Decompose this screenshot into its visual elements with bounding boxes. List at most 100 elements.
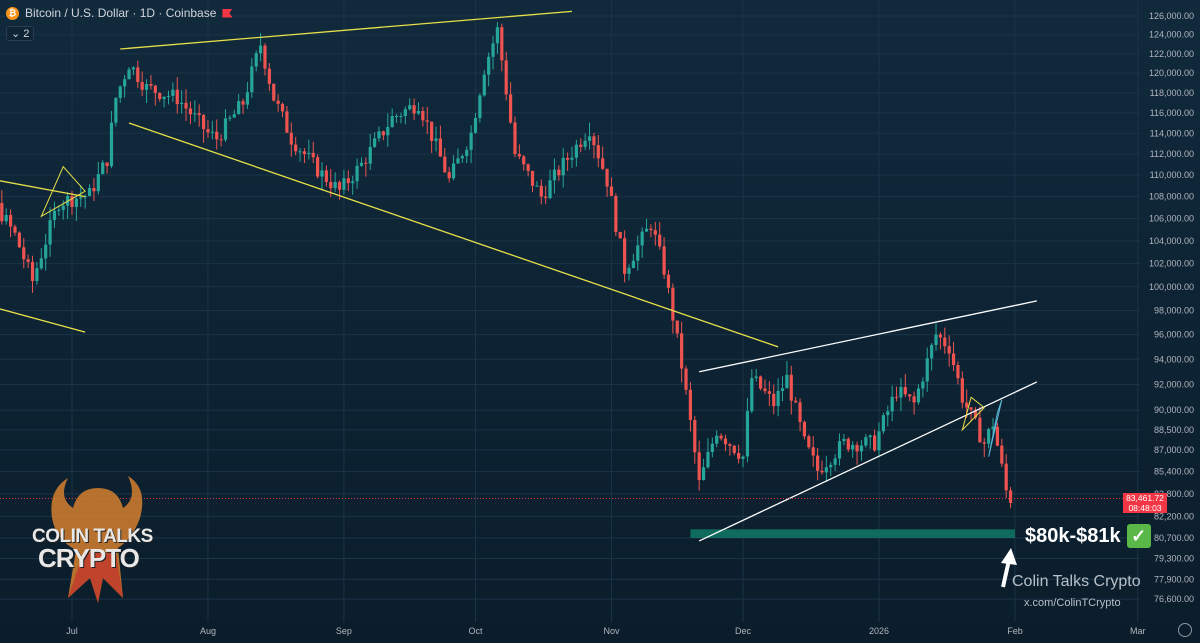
candle-body [394, 116, 399, 118]
trend-line [128, 122, 779, 348]
candle-body [530, 170, 535, 186]
candle-body [601, 158, 605, 169]
candle-body [171, 89, 175, 96]
candle-body [447, 172, 451, 179]
candle-body [26, 259, 30, 262]
candle-body [539, 185, 543, 197]
candle-body [899, 387, 903, 398]
candle-body [574, 144, 578, 158]
candle-body [991, 426, 995, 430]
y-tick-label: 100,000.00 [1149, 282, 1194, 292]
candle-body [951, 353, 956, 366]
y-tick-label: 114,000.00 [1150, 128, 1194, 138]
candle-body [776, 390, 780, 407]
indicators-toggle[interactable]: ⌄ 2 [6, 26, 35, 41]
y-tick-label: 106,000.00 [1149, 214, 1194, 224]
candle-body [785, 374, 789, 389]
logo-line2: CRYPTO [38, 543, 140, 573]
candle-body [881, 415, 885, 432]
candle-body [44, 244, 48, 259]
candle-body [728, 444, 732, 446]
trend-line [698, 381, 1038, 542]
candle-body [109, 122, 114, 167]
candle-body [425, 120, 429, 122]
candle-body [434, 138, 438, 141]
candle-body [22, 247, 26, 260]
bull-logo-icon [51, 476, 143, 603]
y-tick-label: 120,000.00 [1149, 68, 1194, 78]
candle-body [175, 89, 179, 105]
candle-body [522, 156, 526, 165]
candle-body [482, 74, 486, 96]
candle-body [837, 441, 842, 459]
candle-body [0, 203, 4, 222]
candle-body [127, 69, 131, 80]
candle-body [30, 261, 35, 281]
trend-line [120, 10, 573, 50]
candle-body [618, 231, 622, 239]
candle-body [416, 110, 421, 114]
candle-body [276, 100, 280, 104]
candle-body [8, 214, 13, 227]
y-tick-label: 83,800.00 [1154, 489, 1194, 499]
chevron-down-icon: ⌄ [11, 28, 21, 40]
candle-body [1004, 463, 1008, 491]
candle-body [627, 267, 631, 274]
y-tick-label: 102,000.00 [1149, 259, 1194, 269]
candle-body [254, 53, 258, 67]
candle-body [802, 421, 807, 437]
candle-body [465, 149, 469, 157]
candle-body [719, 435, 723, 439]
y-tick-label: 110,000.00 [1150, 170, 1194, 180]
last-price-value: 83,461.72 [1126, 492, 1164, 503]
candle-body [794, 400, 798, 403]
support-zone [690, 529, 1015, 538]
candle-body [864, 437, 868, 446]
x-tick-label: Sep [336, 626, 352, 636]
candle-body [351, 181, 355, 184]
candle-body [17, 232, 21, 248]
candle-body [908, 394, 912, 397]
candle-body [180, 102, 184, 105]
watermark-name: Colin Talks Crypto [1012, 573, 1141, 590]
candle-body [70, 195, 74, 207]
flag-icon[interactable] [222, 8, 233, 18]
candle-body [732, 445, 736, 454]
candle-body [973, 409, 978, 418]
candle-body [684, 368, 688, 390]
y-tick-label: 124,000.00 [1149, 30, 1194, 40]
candle-body [987, 429, 991, 444]
candle-body [438, 138, 443, 157]
candle-body [320, 170, 324, 177]
gear-icon[interactable] [1178, 623, 1192, 637]
candle-body [144, 83, 149, 90]
candle-body [87, 187, 92, 197]
candle-body [329, 181, 333, 189]
candle-body [469, 132, 473, 150]
candle-body [820, 470, 824, 473]
candle-body [219, 139, 223, 141]
y-tick-label: 87,000.00 [1154, 445, 1194, 455]
y-tick-label: 104,000.00 [1149, 236, 1194, 246]
candle-body [754, 376, 758, 379]
candle-body [715, 435, 719, 444]
candle-body [824, 467, 828, 473]
candle-body [412, 105, 416, 114]
candle-body [842, 438, 846, 442]
candle-body [377, 131, 381, 139]
candle-body [263, 45, 267, 69]
symbol-header[interactable]: ₿ Bitcoin / U.S. Dollar · 1D · Coinbase [6, 6, 233, 20]
candle-body [1000, 445, 1004, 464]
x-tick-label: Jul [66, 626, 78, 636]
candle-body [302, 151, 307, 155]
candle-body [587, 136, 592, 141]
indicator-count: 2 [23, 28, 30, 40]
candle-body [92, 187, 96, 192]
arrow-shaft [1001, 559, 1011, 588]
candle-body [767, 391, 771, 394]
candle-body [473, 117, 478, 133]
candle-body [886, 411, 890, 416]
candle-body [355, 165, 359, 182]
